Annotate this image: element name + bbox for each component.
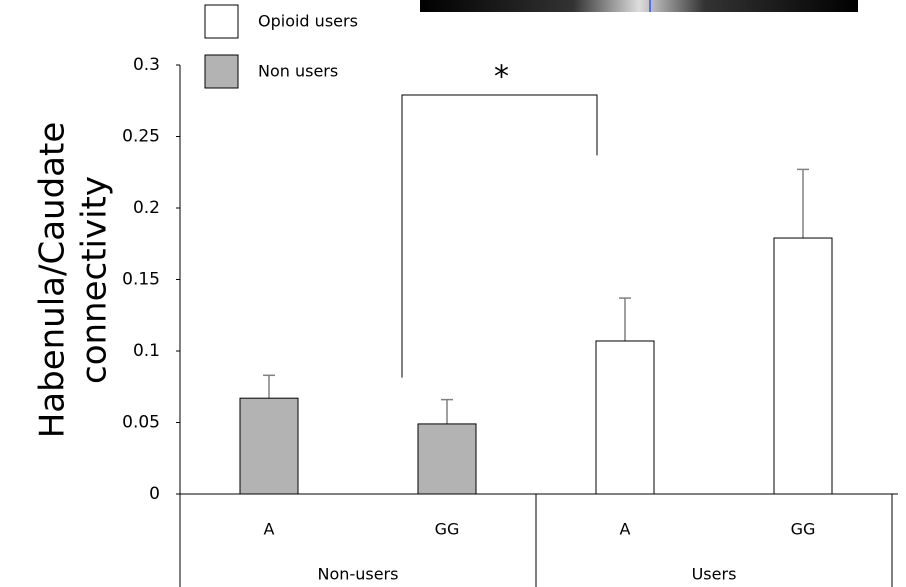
- x-tick-label: GG: [791, 520, 816, 539]
- legend-label: Non users: [258, 62, 338, 81]
- y-tick-label: 0.1: [133, 341, 160, 361]
- y-label-line: connectivity: [75, 176, 115, 384]
- x-tick-label: A: [620, 520, 631, 539]
- y-tick-label: 0.3: [133, 55, 160, 75]
- image-strip: [420, 0, 858, 12]
- y-tick-label: 0.15: [122, 270, 160, 290]
- significance-bracket: [401, 94, 598, 378]
- bar: [239, 397, 299, 495]
- y-axis-title: Habenula/Caudate connectivity: [33, 122, 115, 439]
- group-label: Users: [692, 565, 737, 584]
- bar: [773, 237, 833, 495]
- x-tick-label: A: [264, 520, 275, 539]
- y-tick-label: 0.25: [122, 127, 160, 147]
- y-label-line: Habenula/Caudate: [33, 122, 73, 439]
- x-tick-label: GG: [435, 520, 460, 539]
- bar: [417, 423, 477, 495]
- legend-swatch: [204, 54, 239, 89]
- y-tick-label: 0.2: [133, 198, 160, 218]
- legend-swatch: [204, 4, 239, 39]
- group-label: Non-users: [318, 565, 399, 584]
- significance-mark: *: [494, 60, 509, 95]
- bar: [595, 340, 655, 495]
- y-tick-label: 0: [149, 484, 160, 504]
- y-tick-label: 0.05: [122, 413, 160, 433]
- legend-label: Opioid users: [258, 12, 358, 31]
